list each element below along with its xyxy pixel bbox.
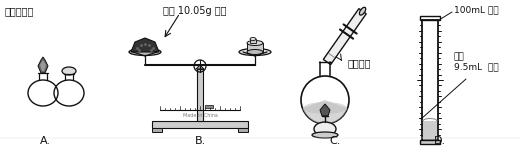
Text: 量取
9.5mL  液体: 量取 9.5mL 液体: [454, 52, 499, 72]
Bar: [420, 16, 440, 20]
Ellipse shape: [247, 40, 263, 46]
Bar: [423, 121, 437, 140]
Bar: [152, 128, 162, 132]
Bar: [250, 39, 256, 43]
Text: 100mL 量筒: 100mL 量筒: [454, 6, 499, 14]
Text: A.: A.: [40, 136, 50, 146]
Ellipse shape: [62, 67, 76, 75]
Ellipse shape: [312, 132, 338, 138]
Ellipse shape: [359, 7, 366, 15]
Text: C.: C.: [329, 136, 341, 146]
Polygon shape: [320, 104, 330, 116]
Text: 液体加热: 液体加热: [348, 58, 371, 68]
Bar: [238, 128, 248, 132]
Polygon shape: [196, 65, 204, 69]
Text: Made in China: Made in China: [183, 113, 217, 118]
Ellipse shape: [303, 102, 347, 114]
Bar: [247, 43, 263, 52]
Ellipse shape: [239, 49, 271, 55]
Ellipse shape: [129, 49, 161, 55]
Polygon shape: [38, 57, 48, 73]
Text: 称量 10.05g 固体: 称量 10.05g 固体: [163, 6, 227, 16]
Bar: [152, 121, 248, 128]
Polygon shape: [131, 38, 159, 52]
Text: B.: B.: [194, 136, 205, 146]
Bar: [422, 20, 438, 140]
Bar: [420, 140, 440, 144]
Bar: [205, 105, 213, 108]
Text: 点燃酒精灯: 点燃酒精灯: [5, 6, 34, 16]
Wedge shape: [303, 100, 347, 124]
Ellipse shape: [250, 37, 256, 40]
Polygon shape: [323, 9, 366, 65]
Bar: [197, 69, 203, 121]
Polygon shape: [40, 60, 46, 71]
Text: D.: D.: [434, 136, 446, 146]
Ellipse shape: [314, 122, 336, 136]
Ellipse shape: [247, 50, 263, 54]
